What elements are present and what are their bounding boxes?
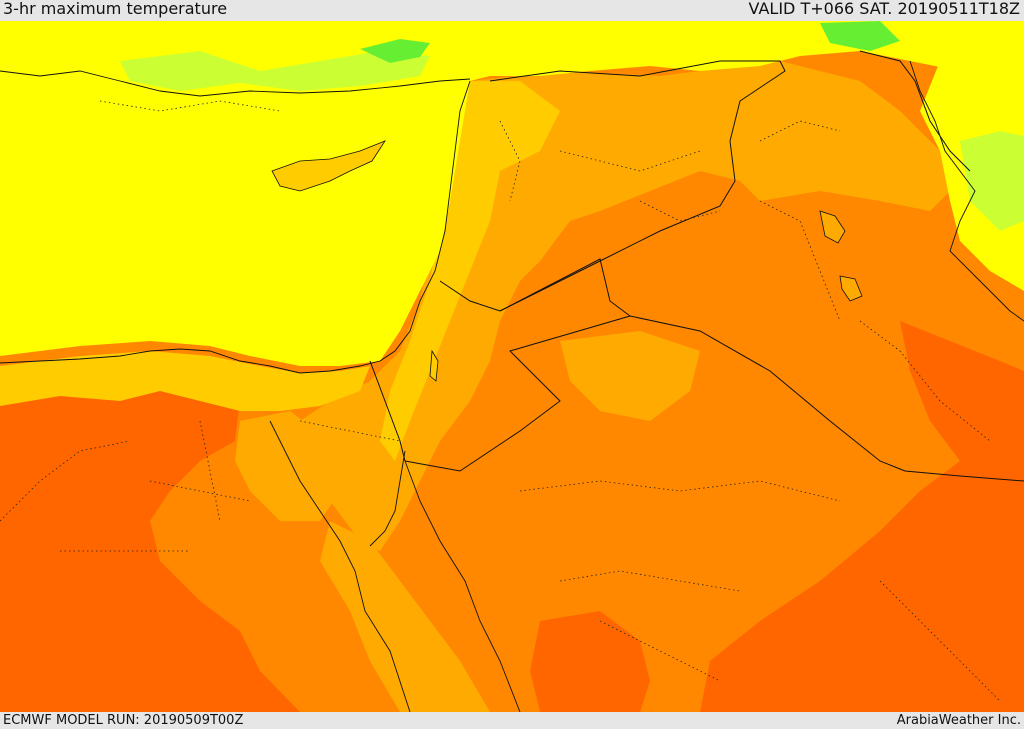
border-iraq-iran	[859, 50, 971, 172]
coastline-levant	[0, 80, 471, 374]
dead-sea	[429, 349, 439, 382]
border-jordan	[404, 258, 632, 472]
model-run-label: ECMWF MODEL RUN: 20190509T00Z	[3, 713, 244, 728]
lake-tharthar	[819, 210, 846, 244]
provincial-borders	[0, 100, 1001, 702]
coastline-gulf-aqaba	[369, 450, 406, 547]
footer-bar: ECMWF MODEL RUN: 20190509T00Z ArabiaWeat…	[0, 712, 1024, 729]
lake-razzaza	[839, 275, 863, 302]
cyprus-outline	[271, 140, 387, 192]
fill-orange-south	[320, 521, 490, 712]
coastline-red-sea-east	[404, 460, 521, 712]
fill-yellow-green-turkey	[120, 51, 430, 91]
border-iraq-saudi	[629, 315, 1024, 482]
header-bar: 3-hr maximum temperature VALID T+066 SAT…	[0, 0, 1024, 21]
fill-orange-sinai	[235, 411, 340, 521]
fill-red-orange-east	[700, 321, 1024, 712]
fill-light-orange-levant	[380, 81, 560, 461]
fill-orange-central-arabia	[560, 331, 700, 421]
credit-label: ArabiaWeather Inc.	[896, 713, 1021, 728]
border-syria-iraq	[489, 60, 786, 312]
fill-light-orange-coast	[0, 351, 370, 411]
coastline-turkey	[0, 70, 471, 97]
fill-red-south-center	[530, 611, 650, 712]
fill-yellow-green-east	[960, 131, 1024, 231]
fill-green-north	[360, 39, 430, 63]
coastline-gulf	[909, 60, 1024, 322]
temperature-map-svg	[0, 21, 1024, 712]
temperature-map	[0, 21, 1024, 712]
coastline-gulf-suez	[269, 420, 411, 712]
valid-time-label: VALID T+066 SAT. 20190511T18Z	[748, 0, 1020, 18]
map-title: 3-hr maximum temperature	[3, 0, 228, 18]
border-egypt-israel	[369, 360, 406, 462]
fill-red-orange-west	[0, 376, 300, 712]
fill-green-northeast	[820, 21, 900, 51]
